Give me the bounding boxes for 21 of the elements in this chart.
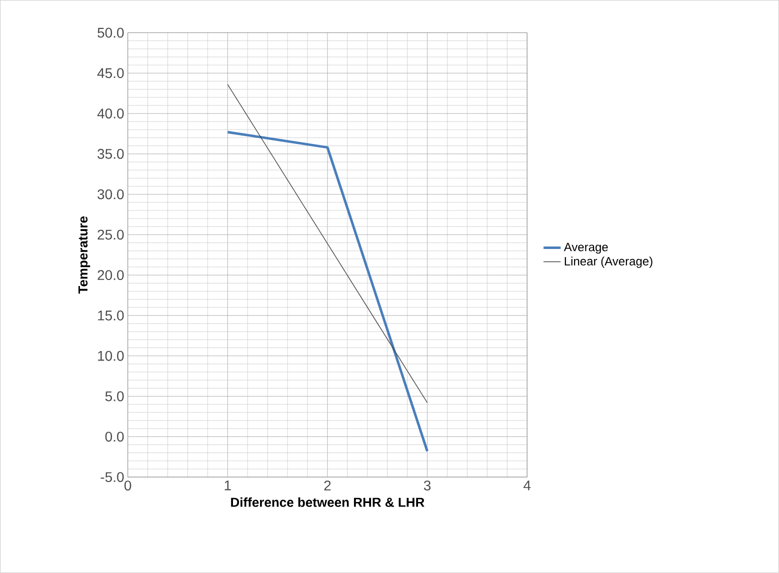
y-tick-label: 50.0 <box>98 28 124 38</box>
x-tick-label: 4 <box>524 480 531 490</box>
legend-label: Average <box>564 242 608 254</box>
x-axis-title: Difference between RHR & LHR <box>231 497 424 508</box>
y-tick-label: 20.0 <box>98 270 124 280</box>
x-tick-label: 1 <box>224 480 231 490</box>
y-tick-label: 40.0 <box>97 108 124 119</box>
x-tick-label: 2 <box>324 480 331 490</box>
x-tick-label: 0 <box>124 480 132 491</box>
y-tick-label: 45.0 <box>97 68 124 78</box>
y-tick-label: 30.0 <box>98 189 124 200</box>
y-tick-label: 35.0 <box>98 149 124 159</box>
y-tick-label: 5.0 <box>105 391 124 402</box>
y-tick-label: 15.0 <box>98 310 124 321</box>
legend-label: Linear (Average) <box>564 256 652 268</box>
y-tick-label: -5.0 <box>100 472 124 482</box>
y-tick-label: 25.0 <box>98 230 124 240</box>
y-tick-label: 10.0 <box>98 350 124 361</box>
y-axis-title: Temperature <box>78 216 90 294</box>
y-tick-label: 0.0 <box>105 432 124 442</box>
x-tick-label: 3 <box>424 480 431 491</box>
